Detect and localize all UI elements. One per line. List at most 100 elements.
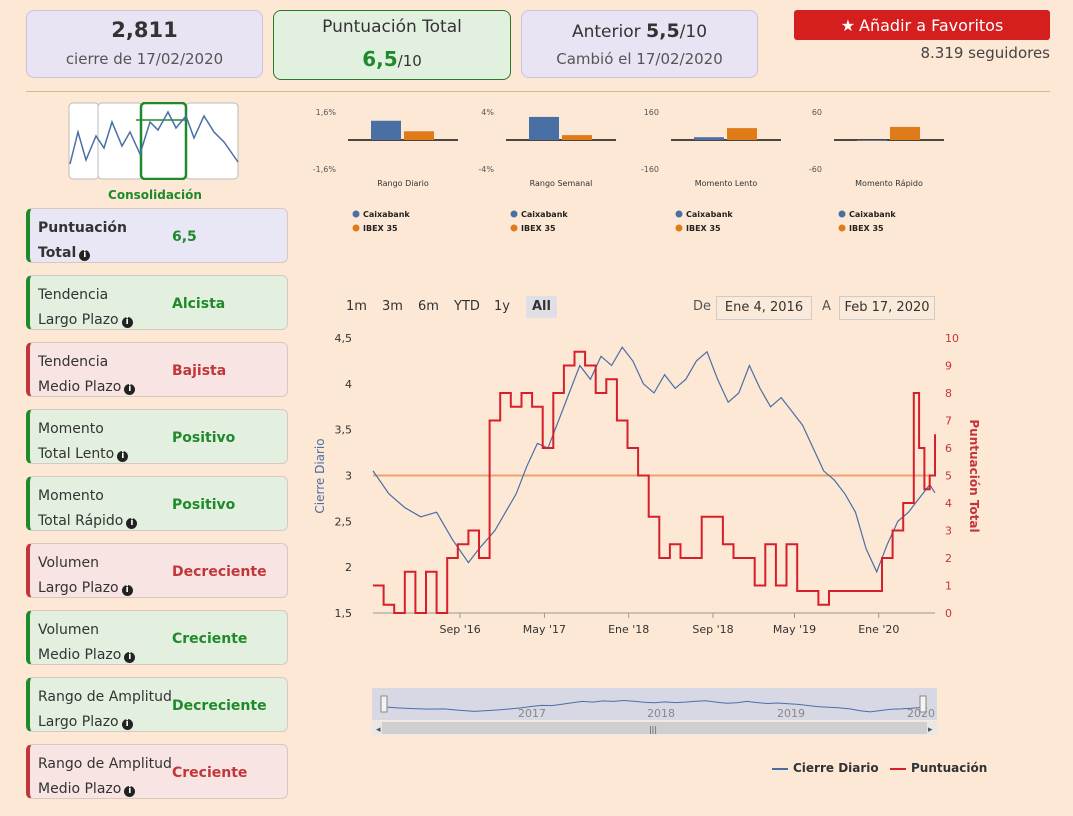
info-icon[interactable]: i: [121, 585, 133, 596]
y-right-tick-label: 3: [945, 525, 952, 538]
series-line-close: [372, 346, 936, 574]
indicator-card[interactable]: Momento Total Rápido i Positivo: [26, 476, 288, 531]
mini-legend-label: Caixabank: [363, 210, 410, 219]
indicator-label: Rango de Amplitud Medio Plazo i: [38, 752, 178, 802]
mini-legend-label: IBEX 35: [363, 224, 398, 233]
info-icon[interactable]: i: [121, 719, 133, 730]
range-button-1y[interactable]: 1y: [494, 299, 510, 314]
indicator-label-line1: Rango de Amplitud: [38, 756, 172, 772]
indicator-label: Volumen Medio Plazo i: [38, 618, 178, 668]
previous-score-value: 5,5: [646, 20, 680, 42]
y-tick-label: 3: [345, 470, 352, 483]
indicator-label: Puntuación Total i: [38, 216, 178, 266]
indicator-card[interactable]: Tendencia Largo Plazo i Alcista: [26, 275, 288, 330]
mini-bar: [727, 128, 757, 140]
legend-close-label: Cierre Diario: [793, 761, 879, 775]
to-date-input[interactable]: Feb 17, 2020: [839, 296, 935, 320]
y-right-tick-label: 2: [945, 552, 952, 565]
indicator-value: Decreciente: [172, 563, 267, 580]
add-favorites-button[interactable]: ★ Añadir a Favoritos: [794, 10, 1050, 40]
range-button-6m[interactable]: 6m: [418, 299, 439, 314]
mini-chart-momento-rapido: 60 -60 Momento Rápido Caixabank IBEX 35: [809, 108, 944, 233]
indicator-label-line2: Largo Plazo: [38, 312, 119, 328]
indicator-card[interactable]: Volumen Largo Plazo i Decreciente: [26, 543, 288, 598]
navigator-scrollbar-thumb[interactable]: [382, 722, 927, 734]
mini-ytick-label: -160: [641, 165, 659, 174]
y-right-tick-label: 6: [945, 442, 952, 455]
mini-ytick-label: 60: [812, 108, 822, 117]
y-right-tick-label: 10: [945, 332, 959, 345]
indicator-label-line1: Tendencia: [38, 287, 109, 303]
info-icon[interactable]: i: [121, 317, 133, 328]
y-right-tick-label: 4: [945, 497, 952, 510]
indicator-value: Creciente: [172, 764, 248, 781]
mini-bar: [562, 135, 592, 140]
phase-label: Consolidación: [108, 188, 202, 202]
indicator-value: Alcista: [172, 295, 226, 312]
mini-legend-label: Caixabank: [521, 210, 568, 219]
mini-chart-title: Rango Semanal: [530, 179, 593, 188]
scroll-right-icon[interactable]: ▸: [928, 725, 933, 735]
legend-item-score[interactable]: Puntuación: [890, 761, 987, 775]
add-favorites-label: Añadir a Favoritos: [859, 15, 1004, 35]
navigator[interactable]: 2017 2018 2019 2020 ◂ ▸ |||: [372, 688, 937, 736]
x-tick-label: May '19: [773, 623, 816, 636]
info-icon[interactable]: i: [79, 250, 91, 261]
legend-item-close[interactable]: Cierre Diario: [772, 761, 879, 775]
navigator-label: 2020: [907, 707, 935, 720]
indicator-label-line1: Rango de Amplitud: [38, 689, 172, 705]
info-icon[interactable]: i: [124, 652, 136, 663]
legend-dot-icon: [510, 224, 518, 232]
indicator-card[interactable]: Puntuación Total i 6,5: [26, 208, 288, 263]
info-icon[interactable]: i: [124, 786, 136, 797]
from-date-input[interactable]: Ene 4, 2016: [716, 296, 812, 320]
mini-ytick-label: 1,6%: [316, 108, 337, 117]
indicator-card[interactable]: Tendencia Medio Plazo i Bajista: [26, 342, 288, 397]
mini-chart-momento-lento: 160 -160 Momento Lento Caixabank IBEX 35: [641, 108, 781, 233]
indicator-value: Bajista: [172, 362, 227, 379]
divider: [26, 91, 1050, 92]
legend-dot-icon: [675, 224, 683, 232]
range-button-1m[interactable]: 1m: [346, 299, 367, 314]
info-icon[interactable]: i: [126, 518, 138, 529]
indicator-card[interactable]: Rango de Amplitud Largo Plazo i Decreciente: [26, 677, 288, 732]
legend-dot-icon: [675, 210, 683, 218]
range-button-ytd[interactable]: YTD: [454, 299, 480, 314]
previous-score: Anterior 5,5/10: [522, 20, 757, 42]
mini-chart-rango-diario: 1,6% -1,6% Rango Diario Caixabank IBEX 35: [313, 108, 458, 233]
y-tick-label: 1,5: [335, 607, 353, 620]
indicator-label-line1: Volumen: [38, 555, 99, 571]
indicator-value: 6,5: [172, 228, 197, 245]
total-score-card: Puntuación Total 6,5/10: [273, 10, 511, 80]
indicator-card[interactable]: Momento Total Lento i Positivo: [26, 409, 288, 464]
series-line-score: [373, 350, 936, 614]
market-phase-diagram: [68, 102, 239, 180]
navigator-label: 2017: [518, 707, 546, 720]
indicator-card[interactable]: Rango de Amplitud Medio Plazo i Creciente: [26, 744, 288, 799]
indicator-card[interactable]: Volumen Medio Plazo i Creciente: [26, 610, 288, 665]
y-tick-label: 2: [345, 561, 352, 574]
info-icon[interactable]: i: [117, 451, 129, 462]
mini-legend-label: IBEX 35: [521, 224, 556, 233]
info-icon[interactable]: i: [124, 384, 136, 395]
range-button-3m[interactable]: 3m: [382, 299, 403, 314]
navigator-series: [381, 699, 928, 713]
previous-score-card: Anterior 5,5/10 Cambió el 17/02/2020: [521, 10, 758, 78]
indicator-label-line2: Total Rápido: [38, 513, 124, 529]
mini-bar: [694, 137, 724, 140]
mini-bar: [890, 126, 920, 140]
range-button-all[interactable]: All: [526, 296, 557, 318]
legend-dot-icon: [352, 210, 360, 218]
navigator-window[interactable]: [372, 688, 937, 720]
scroll-left-icon[interactable]: ◂: [376, 725, 381, 735]
previous-label: Anterior: [571, 22, 646, 42]
navigator-right-handle[interactable]: [919, 695, 927, 713]
indicator-label-line1: Momento: [38, 488, 104, 504]
navigator-left-handle[interactable]: [380, 695, 388, 713]
indicator-label: Rango de Amplitud Largo Plazo i: [38, 685, 178, 735]
mini-legend-label: IBEX 35: [849, 224, 884, 233]
mini-bar: [371, 120, 401, 140]
x-tick-label: Ene '18: [608, 623, 649, 636]
indicator-label-line2: Medio Plazo: [38, 379, 122, 395]
indicator-value: Creciente: [172, 630, 248, 647]
